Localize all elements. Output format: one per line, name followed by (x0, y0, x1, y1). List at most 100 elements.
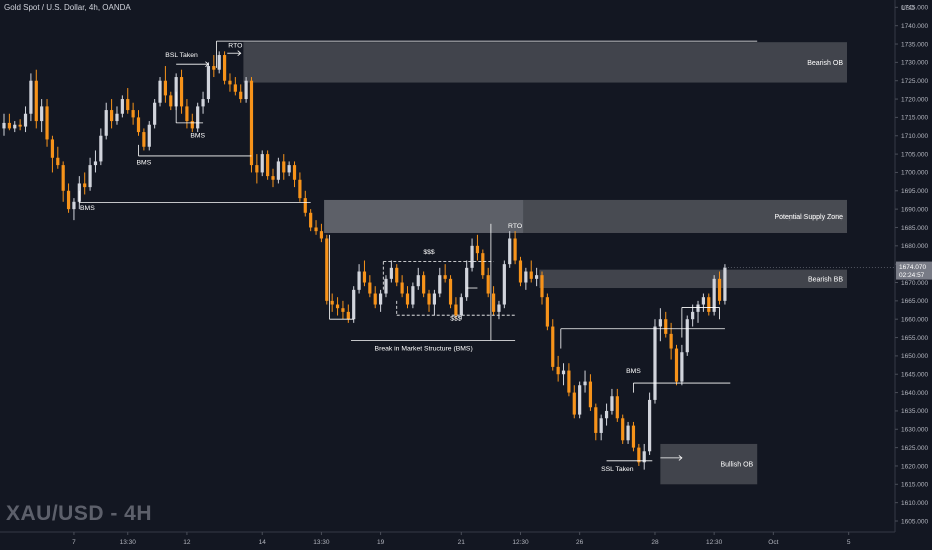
candle[interactable] (723, 264, 727, 305)
candle[interactable] (395, 264, 399, 287)
candle[interactable] (637, 443, 641, 466)
candle[interactable] (341, 300, 345, 320)
candle[interactable] (222, 51, 227, 85)
candle[interactable] (599, 414, 603, 441)
candle[interactable] (368, 275, 372, 298)
candle[interactable] (680, 344, 684, 386)
candle[interactable] (658, 308, 662, 342)
candle[interactable] (271, 168, 275, 188)
candle[interactable] (674, 344, 679, 386)
candle[interactable] (34, 69, 38, 129)
candle[interactable] (717, 271, 722, 305)
candle[interactable] (99, 128, 103, 166)
candle[interactable] (319, 223, 324, 243)
candle[interactable] (260, 150, 264, 177)
candle[interactable] (142, 128, 146, 151)
candle[interactable] (416, 267, 420, 290)
candle[interactable] (696, 300, 700, 323)
candle[interactable] (685, 315, 689, 356)
candle[interactable] (72, 198, 76, 221)
candle[interactable] (615, 388, 619, 422)
candle[interactable] (448, 275, 453, 309)
candle[interactable] (45, 99, 49, 147)
candle[interactable] (56, 146, 60, 169)
time-axis[interactable]: 7 13:30 12 14 13:30 19 21 12:30 26 28 12:30 Oct 5 (72, 532, 851, 546)
candle[interactable] (648, 392, 652, 455)
candle[interactable] (631, 421, 636, 452)
candle[interactable] (588, 374, 593, 411)
candle[interactable] (454, 297, 458, 320)
candle[interactable] (384, 275, 388, 298)
candle[interactable] (508, 231, 512, 268)
candle[interactable] (61, 161, 65, 202)
candle[interactable] (239, 84, 243, 103)
candle[interactable] (594, 403, 598, 441)
candle[interactable] (567, 363, 571, 397)
candle[interactable] (110, 99, 114, 129)
candle[interactable] (330, 293, 334, 312)
candle[interactable] (642, 443, 646, 470)
candle[interactable] (626, 421, 630, 444)
candle[interactable] (432, 289, 436, 316)
candle[interactable] (427, 289, 431, 312)
candle[interactable] (88, 157, 92, 191)
candle[interactable] (244, 77, 248, 103)
candle[interactable] (201, 91, 205, 114)
candle[interactable] (29, 73, 33, 122)
candle[interactable] (572, 385, 576, 419)
candle[interactable] (325, 234, 329, 305)
candle[interactable] (266, 150, 270, 180)
candle[interactable] (379, 289, 383, 312)
candle[interactable] (405, 286, 410, 309)
candle[interactable] (13, 121, 17, 133)
candle[interactable] (346, 304, 350, 323)
candles[interactable] (2, 51, 727, 470)
candle[interactable] (535, 267, 539, 287)
candle[interactable] (621, 414, 625, 444)
candle[interactable] (373, 286, 377, 309)
candle[interactable] (481, 249, 485, 279)
candle[interactable] (93, 150, 98, 173)
candle[interactable] (400, 275, 404, 298)
candle[interactable] (282, 154, 286, 180)
candle[interactable] (233, 77, 237, 96)
candle[interactable] (486, 267, 490, 298)
candle[interactable] (545, 293, 549, 331)
candle[interactable] (292, 161, 297, 188)
candle[interactable] (7, 113, 11, 131)
candle[interactable] (664, 311, 668, 338)
candle[interactable] (206, 62, 211, 103)
candle[interactable] (196, 102, 200, 133)
candle[interactable] (712, 275, 716, 316)
candle[interactable] (50, 135, 55, 173)
candle[interactable] (556, 355, 560, 382)
candle[interactable] (40, 99, 44, 133)
candle[interactable] (518, 256, 523, 287)
candle[interactable] (18, 119, 22, 131)
candle[interactable] (179, 69, 184, 114)
candle[interactable] (475, 234, 480, 261)
candle[interactable] (411, 282, 415, 309)
candle[interactable] (335, 297, 340, 316)
candle[interactable] (126, 88, 130, 114)
candle[interactable] (23, 106, 28, 133)
candle[interactable] (104, 102, 108, 140)
candle[interactable] (153, 99, 157, 129)
candle[interactable] (465, 260, 469, 301)
candle[interactable] (357, 264, 361, 294)
candle[interactable] (314, 220, 318, 235)
candle[interactable] (389, 260, 393, 283)
candle[interactable] (422, 271, 426, 298)
candle[interactable] (83, 172, 87, 195)
candle[interactable] (303, 190, 307, 217)
candle[interactable] (653, 319, 657, 404)
candle[interactable] (524, 267, 528, 290)
candle[interactable] (309, 209, 313, 232)
candle[interactable] (249, 77, 254, 173)
candle[interactable] (497, 300, 501, 320)
candle[interactable] (701, 293, 705, 312)
candle[interactable] (438, 267, 442, 298)
candle[interactable] (470, 238, 474, 272)
candle[interactable] (491, 286, 496, 316)
